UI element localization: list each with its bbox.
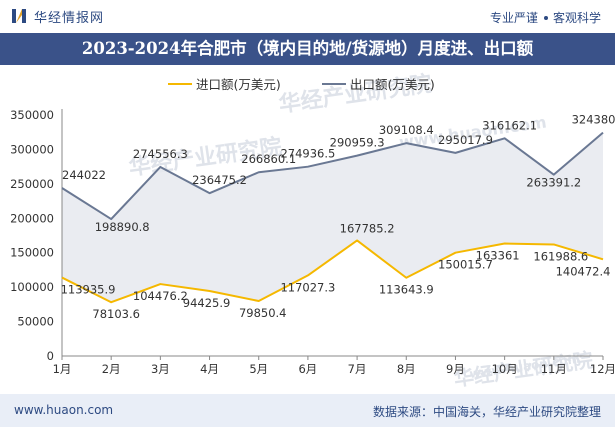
top-bar: 华经情报网 专业严谨 客观科学 (0, 0, 615, 33)
chart-title: 2023-2024年合肥市（境内目的地/货源地）月度进、出口额 (81, 39, 534, 58)
import-data-label: 161988.6 (533, 249, 588, 263)
x-tick-label: 3月 (151, 362, 170, 376)
axes: 0 50000 100000 150000 200000 250000 300000 3500… (10, 108, 615, 376)
series-lines (61, 131, 604, 304)
x-tick-label: 7月 (348, 362, 367, 376)
import-data-label: 167785.2 (340, 221, 395, 235)
x-tick-label: 6月 (298, 362, 317, 376)
y-tick-label: 0 (47, 349, 54, 363)
tagline-left: 专业严谨 (489, 11, 538, 25)
x-tick-label: 10月 (492, 362, 518, 376)
x-tick-label: 2月 (102, 362, 121, 376)
x-tick-label: 9月 (446, 362, 465, 376)
legend: 进口额(万美元) 出口额(万美元) (168, 77, 435, 92)
legend-export-label: 出口额(万美元) (350, 77, 435, 92)
export-data-label: 244022 (62, 168, 106, 182)
import-data-label: 94425.9 (183, 296, 231, 310)
legend-import-label: 进口额(万美元) (196, 77, 281, 92)
footer: www.huaon.com 数据来源：中国海关，华经产业研究院整理 (0, 394, 615, 427)
brand-name: 华经情报网 (34, 10, 105, 26)
y-tick-label: 50000 (17, 315, 54, 329)
brand: 华经情报网 (10, 6, 104, 26)
tagline-dot-icon (543, 15, 548, 20)
export-series-line (61, 131, 604, 221)
import-data-label: 113935.9 (61, 283, 116, 297)
export-data-label: 198890.8 (95, 220, 150, 234)
x-tick-label: 5月 (249, 362, 268, 376)
line-chart: 华经产业研究院华经产业研究院www.huaon.com华经产业研究院www.hu… (10, 71, 615, 391)
title-bar: 2023-2024年合肥市（境内目的地/货源地）月度进、出口额 (0, 33, 615, 65)
brand-logo-icon (12, 9, 26, 23)
tagline: 专业严谨 客观科学 (490, 9, 601, 26)
area-between-series (62, 132, 603, 303)
import-data-label: 163361 (476, 249, 520, 263)
export-data-label: 316162.1 (482, 118, 537, 132)
export-data-label: 274936.5 (280, 147, 335, 161)
x-tick-label: 4月 (200, 362, 219, 376)
tagline-right: 客观科学 (552, 11, 601, 25)
x-tick-label: 11月 (541, 362, 567, 376)
export-data-label: 263391.2 (526, 176, 581, 190)
data-labels: 244022 198890.8 274556.3 236475.2 266860.127… (61, 113, 615, 322)
x-tick-label: 12月 (590, 362, 615, 376)
x-tick-label: 8月 (397, 362, 416, 376)
y-tick-label: 350000 (10, 108, 54, 122)
footer-url: www.huaon.com (14, 403, 114, 417)
import-data-label: 78103.6 (92, 307, 140, 321)
x-tick-label: 1月 (53, 362, 72, 376)
import-series-line (61, 239, 604, 304)
import-data-label: 113643.9 (379, 283, 434, 297)
y-tick-label: 250000 (10, 177, 54, 191)
export-data-label: 324380.4 (572, 113, 615, 127)
y-tick-label: 150000 (10, 246, 54, 260)
y-tick-label: 200000 (10, 211, 54, 225)
y-tick-label: 300000 (10, 142, 54, 156)
import-data-label: 79850.4 (239, 306, 287, 320)
footer-source: 数据来源：中国海关，华经产业研究院整理 (372, 405, 601, 419)
import-data-label: 140472.4 (556, 264, 611, 278)
export-data-label: 295017.9 (438, 133, 493, 147)
import-data-label: 150015.7 (438, 258, 493, 272)
import-data-label: 117027.3 (280, 280, 335, 294)
y-tick-label: 100000 (10, 280, 54, 294)
export-data-label: 309108.4 (379, 123, 434, 137)
export-data-label: 290959.3 (330, 136, 385, 150)
export-data-label: 274556.3 (133, 147, 188, 161)
export-data-label: 236475.2 (192, 173, 247, 187)
import-data-label: 104476.2 (133, 289, 188, 303)
export-data-label: 266860.1 (241, 152, 296, 166)
